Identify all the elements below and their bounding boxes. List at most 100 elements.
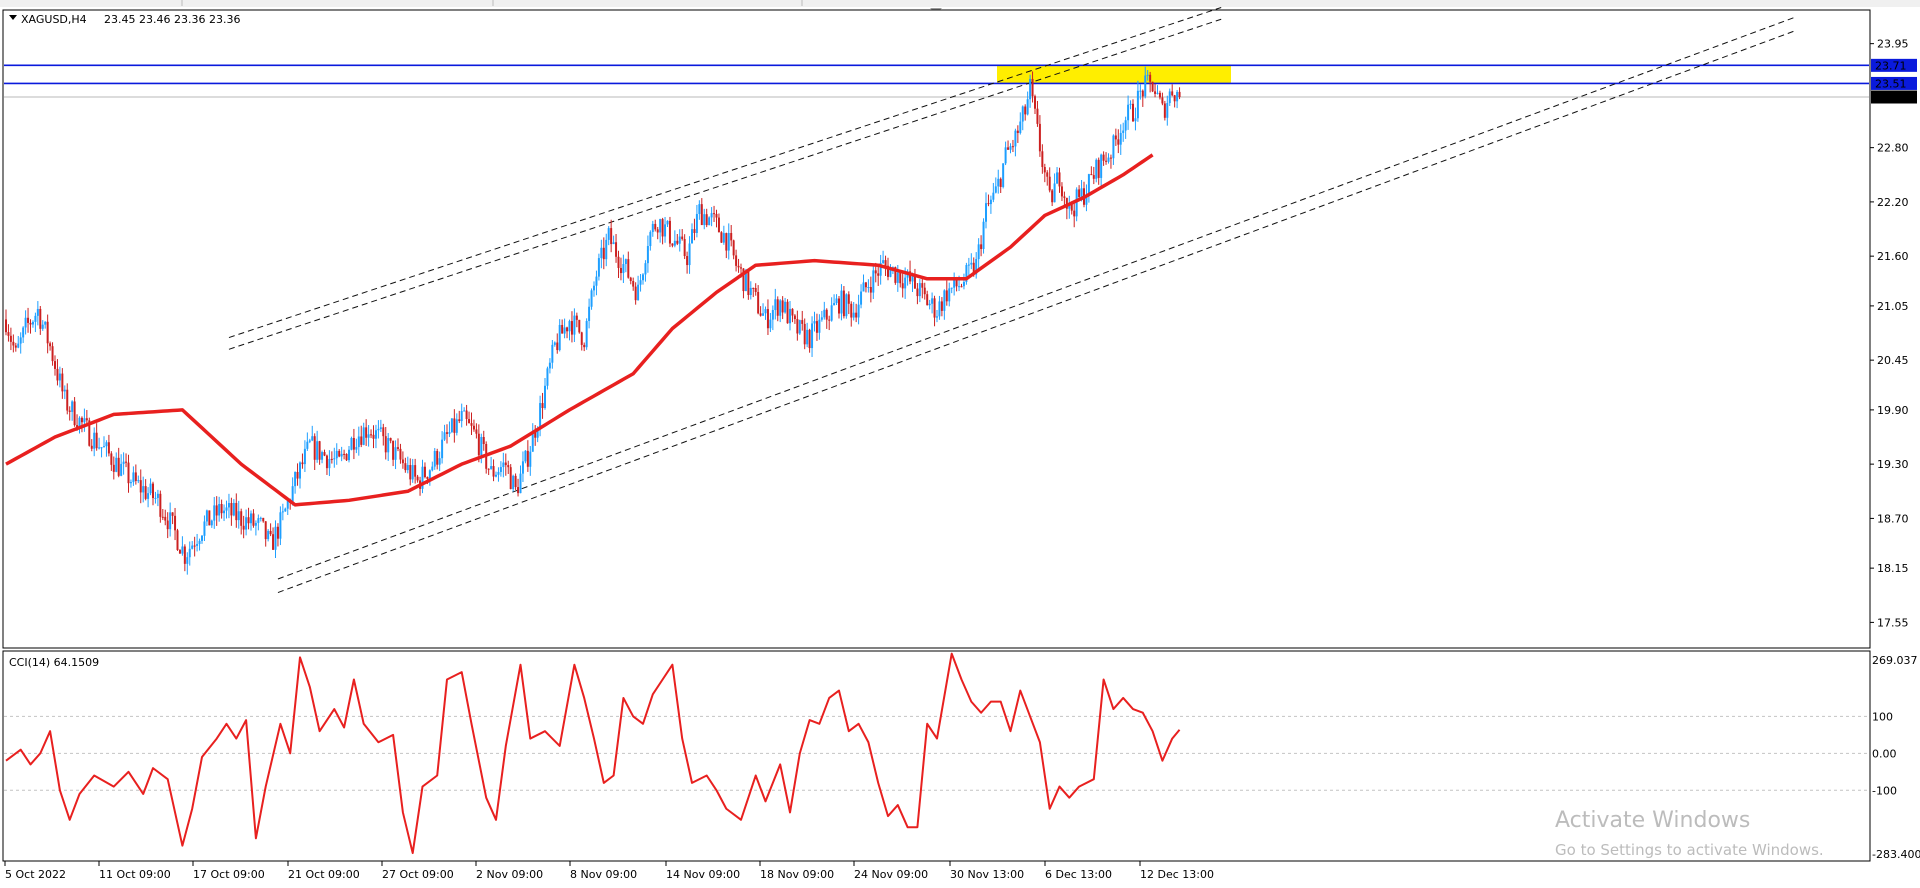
candle-bear [178,550,181,554]
candle-bear [1105,160,1108,162]
candle-bear [556,342,559,351]
candle-bull [387,438,390,453]
time-tick-label: 18 Nov 09:00 [760,868,834,881]
candle-bear [27,317,30,323]
candle-bull [779,300,782,316]
candle-bear [668,220,671,244]
channel-line-upper-outer[interactable] [228,18,1222,350]
indicator-pane[interactable] [2,650,1871,862]
resistance-lower-tag-label: 23.51 [1875,77,1907,90]
time-axis: 5 Oct 2022 11 Oct 09:00 17 Oct 09:00 21 Oct… [4,861,1214,881]
candle-bull [835,298,838,304]
price-tick-label: 21.60 [1877,250,1909,263]
candle-bear [14,345,17,348]
candle-bull [286,501,289,509]
candle-bull [806,329,809,345]
resistance-zone[interactable] [997,65,1231,84]
candle-bull [1134,118,1137,122]
candle-bear [423,466,426,478]
candle-bear [634,286,637,301]
candle-bull [1075,189,1078,217]
candle-bull [142,486,145,493]
candle-bull [644,263,647,275]
candle-bull [536,429,539,438]
candle-bull [852,312,855,318]
candle-bull [764,309,767,314]
price-axis: 23.95 22.80 22.20 21.60 21.05 20.45 19.90 19.30… [1870,38,1909,629]
symbol-label: XAGUSD,H4 [21,13,87,26]
candle-bear [1092,175,1095,179]
candle-bull [862,282,865,292]
candle-bull [335,450,338,459]
candle-bear [815,321,818,333]
candle-bull [299,462,301,479]
candle-bull [448,431,451,434]
price-tick-label: 19.90 [1877,404,1909,417]
candle-bear [864,282,867,288]
candles-group [5,66,1181,575]
candle-bear [54,361,56,369]
candle-bull [129,482,132,484]
candle-bull [460,411,463,422]
candle-bull [156,493,159,498]
candle-bull [63,389,66,392]
candle-bear [1154,91,1157,94]
channel-line-upper-inner[interactable] [228,7,1222,339]
trend-channels[interactable] [228,7,1798,594]
candle-bear [1097,159,1100,178]
candle-bull [480,437,483,456]
candle-bull [666,220,669,225]
candle-bull [962,281,965,287]
candle-bear [144,486,147,499]
candle-bear [933,298,936,318]
candle-bear [264,521,267,540]
candle-bull [100,447,103,449]
candle-bull [147,493,150,499]
candle-bear [1102,154,1105,161]
candle-bear [110,453,113,465]
candle-bull [531,431,534,452]
time-tick-label: 27 Oct 09:00 [382,868,454,881]
candle-bull [938,301,941,317]
candle-bear [602,247,605,260]
cci-tick-label: -100 [1872,784,1897,797]
candle-bull [58,373,61,381]
candle-bull [551,344,554,363]
candle-bear [125,461,128,463]
candle-bull [186,557,189,564]
candle-bear [752,287,755,289]
candle-bull [1166,103,1169,118]
candle-bull [279,512,282,539]
candle-bull [637,284,640,301]
candle-bear [855,312,858,318]
moving-average-line [5,153,1154,507]
candle-bear [940,301,943,311]
candle-bull [105,442,108,447]
candle-bull [622,263,625,274]
collapse-arrow-icon[interactable] [9,15,17,20]
cci-level-lines [4,715,1869,791]
candle-bull [122,461,125,464]
price-pane[interactable] [2,9,1871,649]
candle-bear [323,452,326,456]
candle-bear [1031,78,1034,97]
horizontal-lines[interactable] [4,64,1869,98]
candle-bull [1004,147,1007,164]
candle-bear [671,243,674,246]
candle-bear [176,530,179,551]
candle-bear [899,272,902,284]
candle-bear [561,324,564,334]
candle-bear [766,309,769,329]
candle-bear [29,322,32,325]
time-tick-label: 17 Oct 09:00 [193,868,265,881]
candle-bull [433,451,436,467]
candle-bear [482,437,485,445]
candle-bear [1048,176,1051,191]
candle-bull [44,321,47,325]
candle-bear [56,368,59,381]
candle-bull [867,287,870,289]
resistance-lower-tag [1871,76,1917,90]
candle-bull [688,243,691,266]
candle-bear [51,346,54,362]
